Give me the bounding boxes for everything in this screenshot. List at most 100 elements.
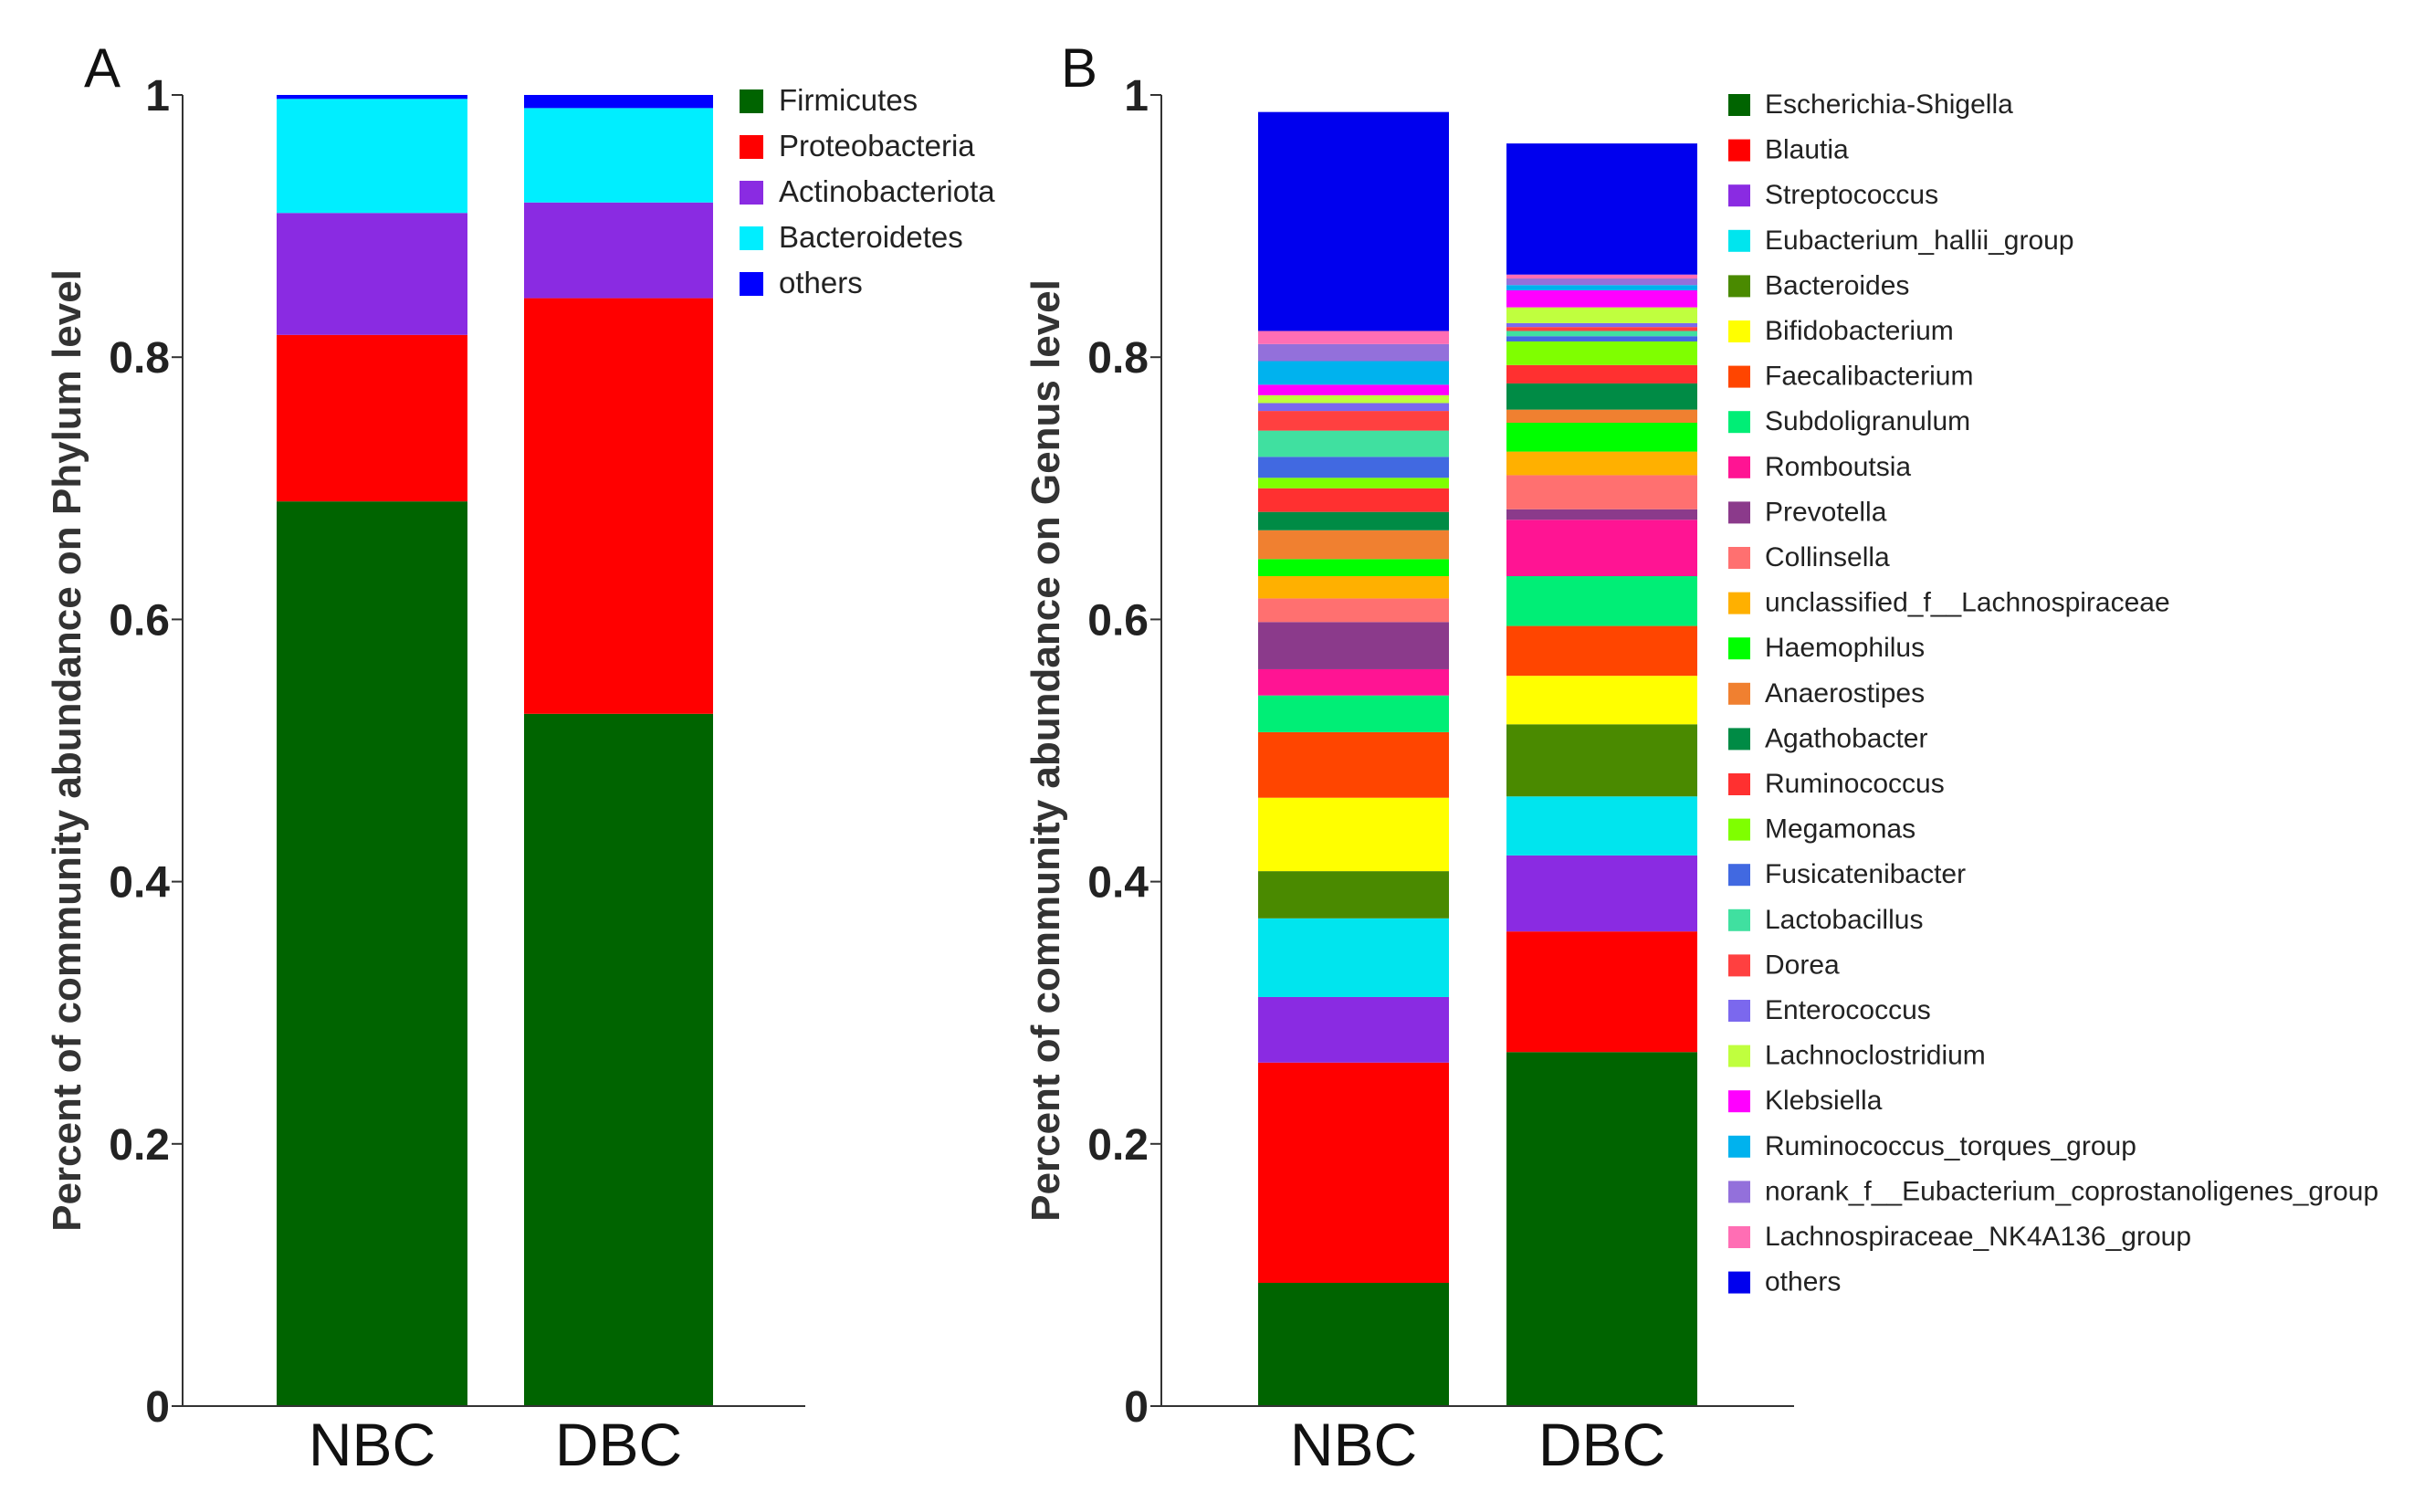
bar-segment-nbc-faecalibacterium bbox=[1258, 731, 1449, 798]
bar-segment-nbc-agathobacter bbox=[1258, 511, 1449, 530]
legend-swatch bbox=[1728, 773, 1750, 795]
bar-segment-dbc-haemophilus bbox=[1506, 423, 1697, 452]
legend-phylum: Firmicutes Proteobacteria Actinobacteriota… bbox=[740, 83, 995, 299]
legend-swatch bbox=[1728, 501, 1750, 524]
bar-segment-dbc-actinobacteriota bbox=[524, 202, 713, 299]
legend-label: Firmicutes bbox=[779, 83, 918, 117]
bar-segment-dbc-lactobacillus bbox=[1506, 331, 1697, 337]
bar-segment-dbc-firmicutes bbox=[524, 713, 713, 1406]
bar-segment-dbc-blautia bbox=[1506, 931, 1697, 1053]
y-tick-label: 0.2 bbox=[109, 1121, 170, 1170]
legend-label: Anaerostipes bbox=[1765, 678, 1925, 709]
y-tick-label: 0.8 bbox=[1087, 334, 1149, 383]
bar-segment-nbc-anaerostipes bbox=[1258, 530, 1449, 560]
bar-segment-nbc-enterococcus bbox=[1258, 403, 1449, 412]
legend-swatch bbox=[1728, 728, 1750, 751]
y-tick-label: 0.4 bbox=[1087, 859, 1149, 908]
legend-label: Streptococcus bbox=[1765, 180, 1938, 210]
legend-swatch bbox=[740, 226, 763, 250]
bar-segment-nbc-bacteroidetes bbox=[277, 99, 467, 214]
y-tick-label: 0 bbox=[145, 1383, 170, 1432]
bar-segment-dbc-lachnoclostridium bbox=[1506, 307, 1697, 323]
legend-label: norank_f__Eubacterium_coprostanoligenes_… bbox=[1765, 1176, 2378, 1206]
legend-swatch bbox=[740, 181, 763, 205]
legend-swatch bbox=[740, 135, 763, 159]
bar-segment-nbc-streptococcus bbox=[1258, 996, 1449, 1063]
bar-segment-nbc-klebsiella bbox=[1258, 384, 1449, 395]
legend-label: others bbox=[779, 266, 863, 299]
bar-segment-nbc-eubacterium-hallii-group bbox=[1258, 918, 1449, 997]
x-tick-label: DBC bbox=[555, 1411, 682, 1478]
bar-segment-dbc-eubacterium-hallii-group bbox=[1506, 796, 1697, 856]
bar-segment-nbc-megamonas bbox=[1258, 478, 1449, 488]
bar-segment-nbc-escherichia-shigella bbox=[1258, 1283, 1449, 1406]
legend-label: Bacteroides bbox=[1765, 270, 1909, 300]
panel-letter: B bbox=[1061, 37, 1097, 99]
bar-segment-nbc-haemophilus bbox=[1258, 559, 1449, 577]
panel-a-chart: A NBC DBC 0 0.2 0.4 0.6 0.8 1 Percent of communit… bbox=[45, 37, 995, 1478]
bar-segment-dbc-agathobacter bbox=[1506, 383, 1697, 410]
legend-swatch bbox=[1728, 637, 1750, 660]
legend-label: Enterococcus bbox=[1765, 995, 1931, 1025]
bar-segment-dbc-proteobacteria bbox=[524, 298, 713, 714]
legend-label: Klebsiella bbox=[1765, 1086, 1883, 1116]
bar-segment-nbc-dorea bbox=[1258, 411, 1449, 431]
bar-segment-dbc-lachnospiraceae-nk4a136-group bbox=[1506, 274, 1697, 279]
bar-segment-nbc-collinsella bbox=[1258, 598, 1449, 623]
bar-segment-dbc-unclassified-f-lachnospiraceae bbox=[1506, 451, 1697, 476]
bar-segment-dbc-streptococcus bbox=[1506, 855, 1697, 932]
legend-label: Blautia bbox=[1765, 135, 1849, 165]
legend-swatch bbox=[1728, 94, 1750, 116]
legend-swatch bbox=[1728, 411, 1750, 434]
bar-segment-nbc-firmicutes bbox=[277, 501, 467, 1406]
legend-label: Eubacterium_hallii_group bbox=[1765, 226, 2074, 256]
legend-label: Lachnoclostridium bbox=[1765, 1041, 1986, 1071]
legend-swatch bbox=[1728, 954, 1750, 977]
bar-segment-nbc-blautia bbox=[1258, 1062, 1449, 1284]
legend-swatch bbox=[1728, 1226, 1750, 1248]
legend-label: Agathobacter bbox=[1765, 723, 1927, 753]
x-tick-label: NBC bbox=[1290, 1411, 1417, 1478]
legend-label: unclassified_f__Lachnospiraceae bbox=[1765, 588, 2170, 618]
bar-segment-dbc-others bbox=[524, 95, 713, 109]
bar-segment-nbc-lachnoclostridium bbox=[1258, 394, 1449, 404]
legend-swatch bbox=[1728, 908, 1750, 931]
legend-label: Dorea bbox=[1765, 950, 1840, 980]
y-tick-label: 1 bbox=[145, 72, 170, 121]
legend-swatch bbox=[1728, 1045, 1750, 1067]
legend-swatch bbox=[1728, 864, 1750, 887]
legend-label: Actinobacteriota bbox=[779, 174, 995, 208]
y-tick-label: 0.6 bbox=[1087, 596, 1149, 645]
bar-segment-dbc-klebsiella bbox=[1506, 289, 1697, 308]
bar-segment-dbc-others bbox=[1506, 143, 1697, 275]
bar-segment-dbc-ruminococcus bbox=[1506, 364, 1697, 383]
legend-label: Ruminococcus_torques_group bbox=[1765, 1131, 2136, 1161]
legend-label: Megamonas bbox=[1765, 814, 1915, 845]
bar-segment-nbc-prevotella bbox=[1258, 622, 1449, 669]
legend-label: Romboutsia bbox=[1765, 452, 1911, 482]
bar-segment-nbc-romboutsia bbox=[1258, 668, 1449, 696]
legend-swatch bbox=[1728, 139, 1750, 162]
legend-swatch bbox=[1728, 275, 1750, 298]
y-tick-label: 0.8 bbox=[109, 334, 170, 383]
y-tick-label: 0 bbox=[1124, 1383, 1149, 1432]
legend-label: Faecalibacterium bbox=[1765, 362, 1973, 392]
legend-swatch bbox=[1728, 1271, 1750, 1294]
bar-segment-dbc-bacteroidetes bbox=[524, 108, 713, 203]
bar-segment-dbc-ruminococcus-torques-group bbox=[1506, 285, 1697, 290]
legend-swatch bbox=[740, 89, 763, 113]
bar-segment-dbc-dorea bbox=[1506, 327, 1697, 331]
legend-swatch bbox=[740, 272, 763, 296]
bar-segment-nbc-fusicatenibacter bbox=[1258, 457, 1449, 478]
legend-swatch bbox=[1728, 365, 1750, 388]
bar-segment-dbc-prevotella bbox=[1506, 509, 1697, 520]
y-tick-label: 1 bbox=[1124, 72, 1149, 121]
bar-segment-nbc-bifidobacterium bbox=[1258, 797, 1449, 872]
bar-segment-dbc-bacteroides bbox=[1506, 724, 1697, 797]
bar-segment-dbc-anaerostipes bbox=[1506, 409, 1697, 423]
bar-segment-nbc-lachnospiraceae-nk4a136-group bbox=[1258, 331, 1449, 344]
bar-segment-nbc-lactobacillus bbox=[1258, 430, 1449, 457]
y-tick-label: 0.4 bbox=[109, 859, 170, 908]
bar-segment-dbc-bifidobacterium bbox=[1506, 676, 1697, 725]
